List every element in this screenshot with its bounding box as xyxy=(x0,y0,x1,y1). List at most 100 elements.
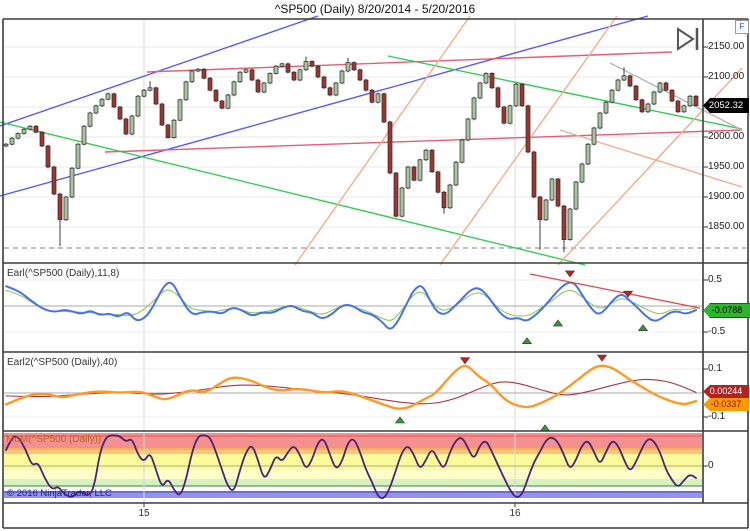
down-candle xyxy=(663,82,669,91)
down-candle xyxy=(693,95,699,106)
down-candle xyxy=(531,151,537,198)
up-candle xyxy=(597,112,603,129)
up-candle xyxy=(543,199,549,221)
up-candle xyxy=(615,79,621,91)
down-candle xyxy=(285,63,291,73)
down-candle xyxy=(39,131,45,147)
down-candle xyxy=(561,205,567,240)
earl2-panel-label: Earl2(^SP500 (Daily),40) xyxy=(7,357,118,368)
up-candle xyxy=(261,82,267,93)
buy-arrow-icon xyxy=(521,337,533,345)
down-candle xyxy=(363,79,369,91)
up-candle xyxy=(405,166,411,189)
up-candle xyxy=(87,112,93,127)
trend-line xyxy=(294,15,471,266)
up-candle xyxy=(573,181,579,210)
up-candle xyxy=(297,69,303,81)
price-axis-label: 1950.00 xyxy=(708,161,745,172)
focus-button[interactable]: F xyxy=(735,20,749,34)
mom-panel-label: MoM(^SP500 (Daily)) xyxy=(6,434,102,445)
up-candle xyxy=(459,139,465,163)
play-to-end-icon[interactable] xyxy=(674,25,702,53)
up-candle xyxy=(279,63,285,67)
up-candle xyxy=(171,119,177,138)
down-candle xyxy=(321,76,327,89)
earl2-value-badge: -0.0337 xyxy=(703,398,749,411)
down-candle xyxy=(315,65,321,78)
up-candle xyxy=(135,95,141,117)
down-candle xyxy=(435,171,441,193)
down-candle xyxy=(525,105,531,153)
up-candle xyxy=(549,178,555,201)
up-candle xyxy=(3,143,9,147)
up-candle xyxy=(465,118,471,141)
last-price-badge: 2052.32 xyxy=(703,98,749,113)
down-candle xyxy=(213,89,219,102)
down-candle xyxy=(387,121,393,174)
up-candle xyxy=(141,89,147,97)
down-candle xyxy=(351,62,357,71)
down-candle xyxy=(165,124,171,138)
up-candle xyxy=(63,196,69,221)
up-candle xyxy=(477,82,483,99)
down-candle xyxy=(393,172,399,217)
up-candle xyxy=(375,93,381,103)
up-candle xyxy=(231,81,237,96)
trend-line xyxy=(146,51,673,73)
x-axis-label-2015: 15 xyxy=(138,508,150,519)
up-candle xyxy=(603,101,609,114)
earl-line xyxy=(5,281,697,330)
up-candle xyxy=(69,167,75,198)
price-axis-label: 1850.00 xyxy=(708,221,745,232)
earl2-line xyxy=(4,364,698,410)
down-candle xyxy=(117,106,123,120)
earl2-signal-value-badge: 0.00244 xyxy=(703,385,749,398)
down-candle xyxy=(639,99,645,113)
up-candle xyxy=(129,115,135,135)
up-candle xyxy=(99,98,105,107)
down-candle xyxy=(519,83,525,107)
down-candle xyxy=(495,87,501,108)
up-candle xyxy=(453,161,459,186)
earl-panel-label: Earl(^SP500 (Daily),11,8) xyxy=(7,268,120,279)
up-candle xyxy=(651,91,657,105)
down-candle xyxy=(207,77,213,91)
mom-band xyxy=(4,491,702,498)
sell-arrow-icon xyxy=(459,357,471,365)
up-candle xyxy=(273,65,279,74)
trend-line xyxy=(609,62,743,131)
up-candle xyxy=(423,149,429,161)
mom-band xyxy=(4,454,702,470)
price-axis-label: 2100.00 xyxy=(708,71,745,82)
mom-axis-label: 0 xyxy=(708,460,714,471)
up-candle xyxy=(75,143,81,169)
trend-line xyxy=(0,15,649,197)
up-candle xyxy=(645,103,651,113)
down-candle xyxy=(153,87,159,105)
trend-line xyxy=(559,129,743,188)
up-candle xyxy=(27,125,33,130)
earl-trendline xyxy=(529,273,701,309)
buy-arrow-icon xyxy=(539,424,551,432)
price-axis-label: 1900.00 xyxy=(708,191,745,202)
up-candle xyxy=(147,87,153,91)
x-axis-label-2016: 16 xyxy=(509,508,521,519)
down-candle xyxy=(33,125,39,133)
ninjatrader-watermark: © 2016 NinjaTrader, LLC xyxy=(7,488,112,499)
mom-band xyxy=(4,479,702,486)
mom-line xyxy=(5,434,697,500)
up-candle xyxy=(267,73,273,84)
sell-arrow-icon xyxy=(596,354,608,362)
down-candle xyxy=(159,103,165,126)
up-candle xyxy=(471,97,477,120)
buy-arrow-icon xyxy=(552,319,564,327)
trend-line xyxy=(0,121,586,266)
up-candle xyxy=(243,69,249,73)
up-candle xyxy=(195,68,201,72)
down-candle xyxy=(411,166,417,181)
buy-arrow-icon xyxy=(394,416,406,424)
up-candle xyxy=(447,184,453,209)
up-candle xyxy=(681,105,687,113)
up-candle xyxy=(579,163,585,183)
